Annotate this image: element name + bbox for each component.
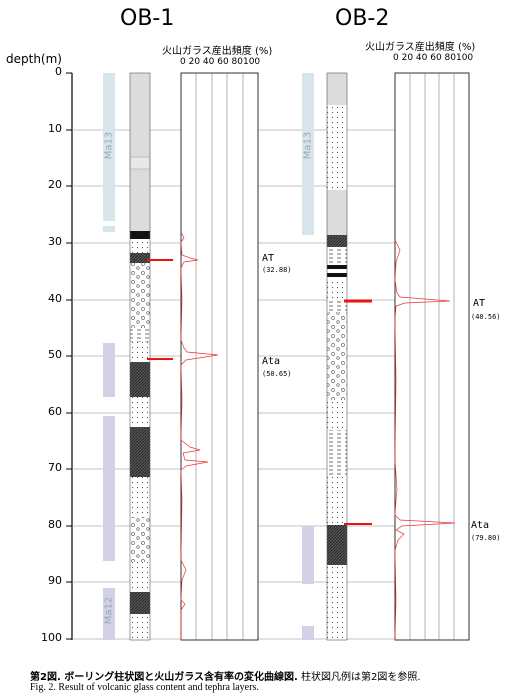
depth-tick-10: 10 (48, 122, 62, 135)
depth-tick-100: 100 (41, 631, 62, 644)
caption-jp: 第2図. ボーリング柱状図と火山ガラス含有率の変化曲線図. 柱状図凡例は第2図を… (30, 668, 421, 683)
ob1-glass-scale: 0 20 40 60 80100 (180, 57, 261, 67)
depth-tick-40: 40 (48, 292, 62, 305)
ob1-ma13-bar (103, 73, 115, 221)
depth-tick-20: 20 (48, 178, 62, 191)
ob2-lithology-column (326, 72, 348, 641)
ob1-ata-label: Ata (262, 356, 281, 367)
depth-axis (66, 72, 73, 640)
depth-tick-90: 90 (48, 574, 62, 587)
ob1-at-label: AT (262, 253, 275, 264)
ob2-at-depth: (40.56) (471, 313, 501, 321)
depth-tick-70: 70 (48, 461, 62, 474)
ob1-lithology-column (129, 72, 151, 641)
ob1-title: OB-1 (120, 6, 175, 31)
depth-tick-60: 60 (48, 405, 62, 418)
depth-tick-80: 80 (48, 518, 62, 531)
ob2-title: OB-2 (335, 6, 390, 31)
depth-tick-0: 0 (55, 65, 62, 78)
ob2-ma13-bar (302, 73, 314, 235)
ob1-glass-panel (147, 72, 259, 641)
ob2-ata-depth: (79.80) (471, 534, 501, 542)
ob1-ma13-bar-small (103, 226, 115, 232)
depth-axis-label: depth(m) (6, 52, 62, 66)
ob1-ma12-bar-3 (103, 588, 115, 640)
ob1-unit-bars (103, 73, 115, 640)
ob1-at-depth: (32.88) (262, 266, 292, 274)
ob2-at-label: AT (473, 298, 486, 309)
ob2-glass-panel (344, 72, 470, 641)
depth-tick-30: 30 (48, 235, 62, 248)
caption-en: Fig. 2. Result of volcanic glass content… (30, 682, 259, 693)
ob1-ma12-label: Ma12 (103, 596, 115, 625)
ob2-ata-label: Ata (471, 520, 490, 531)
ob2-unit-bars (302, 73, 314, 640)
ob1-glass-header: 火山ガラス産出頻度 (%) (162, 46, 273, 57)
caption-jp-rest: 柱状図凡例は第2図を参照. (301, 672, 421, 683)
ob2-glass-header: 火山ガラス産出頻度 (%) (365, 42, 476, 53)
caption-jp-bold: 第2図. ボーリング柱状図と火山ガラス含有率の変化曲線図. (30, 672, 298, 683)
ob2-ma12-bar-1 (302, 526, 314, 584)
ob1-ata-depth: (50.65) (262, 370, 292, 378)
ob2-ma12-bar-2 (302, 626, 314, 640)
ob1-ma13-label: Ma13 (103, 131, 115, 160)
ob1-ma12-bar-2 (103, 416, 115, 561)
ob1-ma12-bar-1 (103, 343, 115, 397)
depth-tick-50: 50 (48, 348, 62, 361)
ob2-ma13-label: Ma13 (302, 131, 314, 160)
ob2-glass-scale: 0 20 40 60 80100 (393, 53, 474, 63)
